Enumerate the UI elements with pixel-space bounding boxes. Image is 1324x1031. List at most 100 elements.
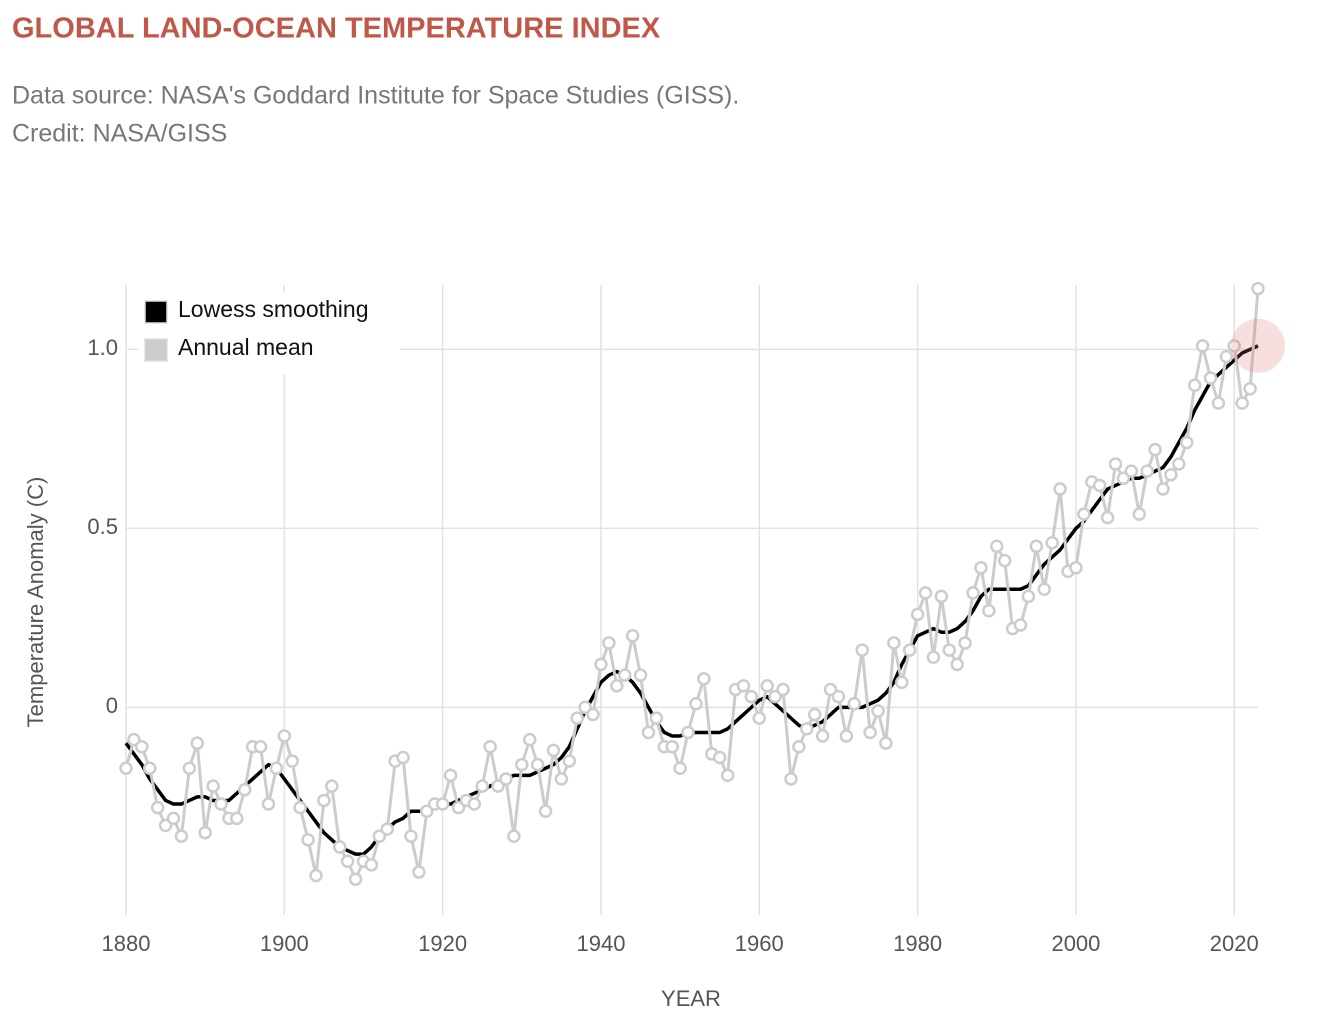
x-tick-label: 2020	[1210, 931, 1259, 956]
legend: Lowess smoothing Annual mean	[138, 292, 400, 374]
data-point	[166, 811, 181, 826]
data-point	[522, 732, 537, 747]
data-point	[142, 761, 157, 775]
data-point	[325, 779, 339, 793]
legend-label: Lowess smoothing	[178, 296, 369, 322]
data-point	[491, 779, 505, 793]
data-point	[1164, 467, 1178, 482]
data-point	[190, 736, 204, 750]
data-point	[1077, 507, 1091, 521]
data-point	[997, 553, 1012, 568]
data-point	[372, 829, 387, 843]
data-point	[174, 829, 189, 843]
data-point	[807, 707, 822, 722]
data-point	[760, 679, 774, 693]
data-point	[594, 657, 608, 672]
y-tick-label: 0.5	[87, 514, 118, 539]
data-point	[198, 825, 212, 840]
data-point	[309, 868, 323, 883]
data-point	[736, 679, 751, 693]
data-point	[127, 732, 141, 747]
data-point	[910, 607, 925, 622]
x-tick-label: 1920	[418, 931, 467, 956]
data-point	[586, 707, 600, 722]
data-point	[261, 797, 276, 811]
data-point	[230, 811, 244, 826]
subtitle: Data source: NASA's Goddard Institute fo…	[12, 82, 739, 110]
legend-label: Annual mean	[178, 334, 314, 360]
data-point	[649, 711, 664, 725]
data-point	[554, 772, 569, 786]
data-point	[1243, 382, 1257, 396]
data-point	[1140, 464, 1154, 478]
data-point	[1211, 396, 1226, 410]
data-point	[895, 675, 909, 690]
data-point	[1045, 535, 1059, 550]
data-point	[617, 668, 632, 682]
data-point	[958, 636, 972, 650]
data-point	[1124, 464, 1139, 478]
data-point	[863, 725, 877, 740]
data-point	[1069, 561, 1083, 575]
data-point	[831, 689, 846, 704]
legend-swatch	[144, 300, 168, 324]
data-point	[412, 865, 426, 879]
x-tick-label: 1960	[735, 931, 784, 956]
data-point	[720, 768, 735, 783]
data-point	[602, 636, 616, 650]
x-tick-label: 1900	[260, 931, 309, 956]
data-point	[285, 754, 299, 768]
data-point	[879, 736, 893, 750]
data-point	[966, 586, 980, 600]
data-point	[990, 539, 1004, 554]
data-point	[1203, 371, 1218, 385]
data-point	[332, 840, 347, 854]
x-tick-label: 1980	[893, 931, 942, 956]
data-point	[317, 793, 331, 808]
data-point	[530, 757, 545, 772]
data-point	[665, 740, 679, 754]
data-point	[150, 800, 165, 815]
data-point	[855, 643, 869, 657]
data-point	[1219, 349, 1234, 364]
data-point	[1235, 396, 1249, 410]
data-point	[752, 711, 767, 725]
data-point	[839, 729, 854, 743]
y-tick-label: 0	[106, 693, 118, 718]
data-point	[1100, 510, 1115, 525]
data-point	[1013, 618, 1028, 632]
legend-background	[138, 292, 400, 374]
data-point	[214, 797, 228, 811]
data-point	[823, 682, 838, 697]
grid: 1880 1900 1920 1940 1960 1980 2000 2020 0 0.5 1.0	[87, 285, 1259, 956]
data-point	[538, 804, 553, 818]
data-point	[546, 743, 561, 758]
series-line	[124, 288, 1260, 881]
data-point	[982, 603, 996, 618]
data-point	[451, 800, 466, 815]
data-point	[697, 672, 711, 686]
data-point	[420, 804, 434, 818]
data-point	[847, 697, 862, 711]
data-point	[744, 689, 759, 704]
data-point	[364, 858, 379, 872]
data-point	[301, 833, 315, 847]
data-point	[340, 854, 355, 869]
data-point	[253, 740, 268, 754]
data-point	[135, 740, 149, 754]
data-point	[625, 629, 640, 643]
data-point	[902, 643, 917, 657]
data-point	[784, 772, 798, 786]
data-point	[1132, 507, 1147, 521]
data-point	[396, 750, 410, 765]
x-tick-label: 1940	[576, 931, 625, 956]
data-point	[570, 711, 584, 725]
data-point	[1251, 281, 1265, 296]
data-point	[926, 650, 941, 665]
data-point	[277, 729, 292, 743]
data-point	[404, 829, 418, 843]
data-point	[1021, 589, 1036, 604]
data-point	[1156, 482, 1170, 496]
